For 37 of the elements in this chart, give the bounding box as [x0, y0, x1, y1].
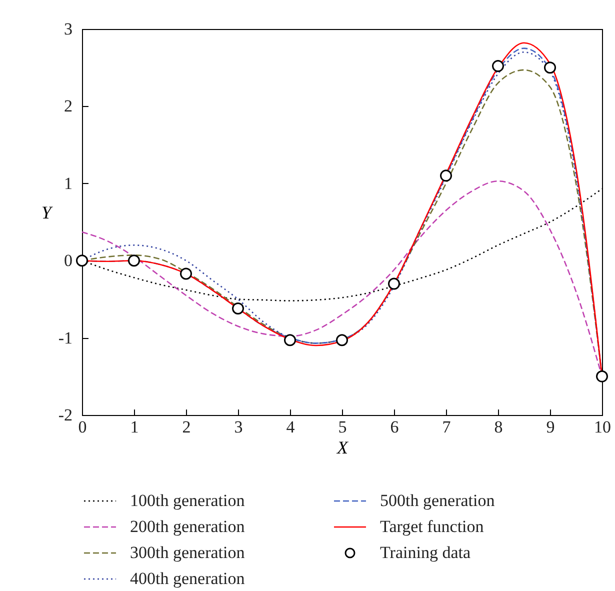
y-tick-label: 3: [64, 20, 72, 38]
x-tick-label: 9: [546, 418, 555, 436]
y-tick-label: 1: [64, 174, 72, 193]
point: [544, 62, 556, 74]
x-tick-label: 3: [234, 418, 243, 436]
x-tick-label: 0: [78, 418, 87, 436]
legend-label: Target function: [380, 517, 484, 537]
x-tick-label: 4: [286, 418, 296, 436]
legend-label: 300th generation: [130, 543, 245, 563]
legend-label: 500th generation: [380, 491, 495, 511]
x-tick-label: 1: [130, 418, 139, 436]
y-tick-label: 2: [64, 96, 72, 116]
x-tick-label: 7: [442, 418, 452, 436]
x-tick-label: 5: [338, 418, 347, 436]
legend-label: Training data: [380, 543, 471, 563]
point: [232, 302, 244, 314]
x-tick-label: 8: [494, 418, 503, 436]
point: [284, 334, 296, 346]
legend-label: 200th generation: [130, 517, 245, 537]
y-axis-title: Y: [41, 202, 54, 222]
y-tick-label: -2: [58, 406, 72, 424]
legend-label: 400th generation: [130, 569, 245, 589]
point: [336, 334, 348, 346]
point: [596, 370, 608, 382]
y-tick-label: 0: [64, 251, 72, 270]
x-tick-label: 2: [182, 418, 191, 436]
x-tick-label: 10: [594, 418, 611, 436]
point: [180, 268, 192, 280]
point: [492, 60, 504, 72]
x-tick-label: 6: [390, 418, 399, 436]
y-tick-label: -1: [58, 328, 72, 348]
point: [388, 278, 400, 290]
legend-label: 100th generation: [130, 491, 245, 511]
point: [440, 170, 452, 182]
point: [76, 254, 88, 267]
x-axis-title: X: [336, 438, 349, 458]
point: [128, 254, 140, 267]
